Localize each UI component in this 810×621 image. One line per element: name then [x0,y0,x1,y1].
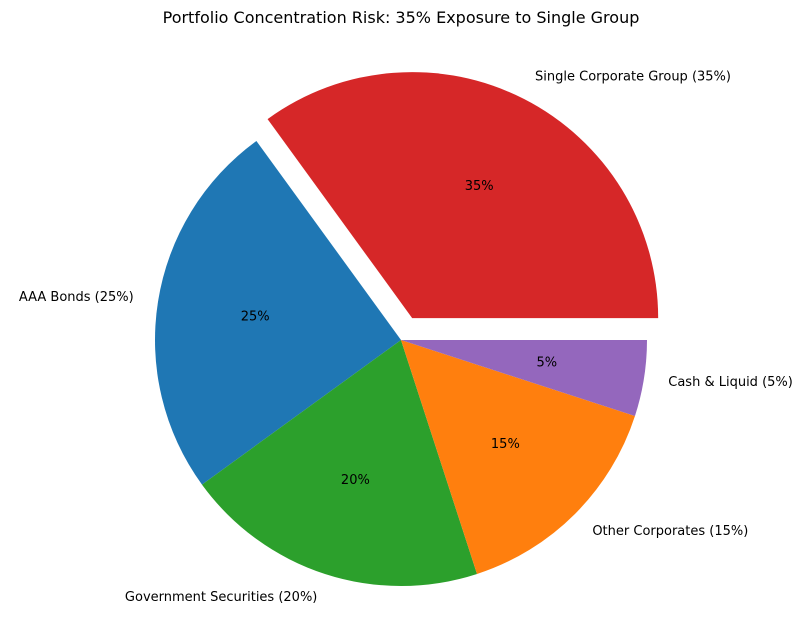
pie-slice-cash-liquid [401,340,647,417]
slice-label-single-corporate-group: Single Corporate Group (35%) [535,69,731,84]
slice-pct-single-corporate-group: 35% [465,179,494,194]
slice-pct-cash-liquid: 5% [536,356,557,371]
slice-pct-other-corporates: 15% [491,437,520,452]
pie-slice-single-corporate-group [267,72,659,319]
slice-label-other-corporates: Other Corporates (15%) [592,524,748,539]
pie-labels: Single Corporate Group (35%) 35% AAA Bonds… [19,69,793,604]
pie-slice-other-corporates [401,340,635,574]
slice-label-aaa-bonds: AAA Bonds (25%) [19,290,134,305]
pie-slices [154,72,659,587]
chart-title: Portfolio Concentration Risk: 35% Exposu… [163,8,640,27]
pie-slice-government-securities [201,340,478,587]
slice-pct-aaa-bonds: 25% [241,309,270,324]
slice-pct-government-securities: 20% [341,473,370,488]
slice-label-cash-liquid: Cash & Liquid (5%) [668,375,793,390]
slice-label-government-securities: Government Securities (20%) [125,590,317,605]
pie-slice-aaa-bonds [154,140,401,485]
